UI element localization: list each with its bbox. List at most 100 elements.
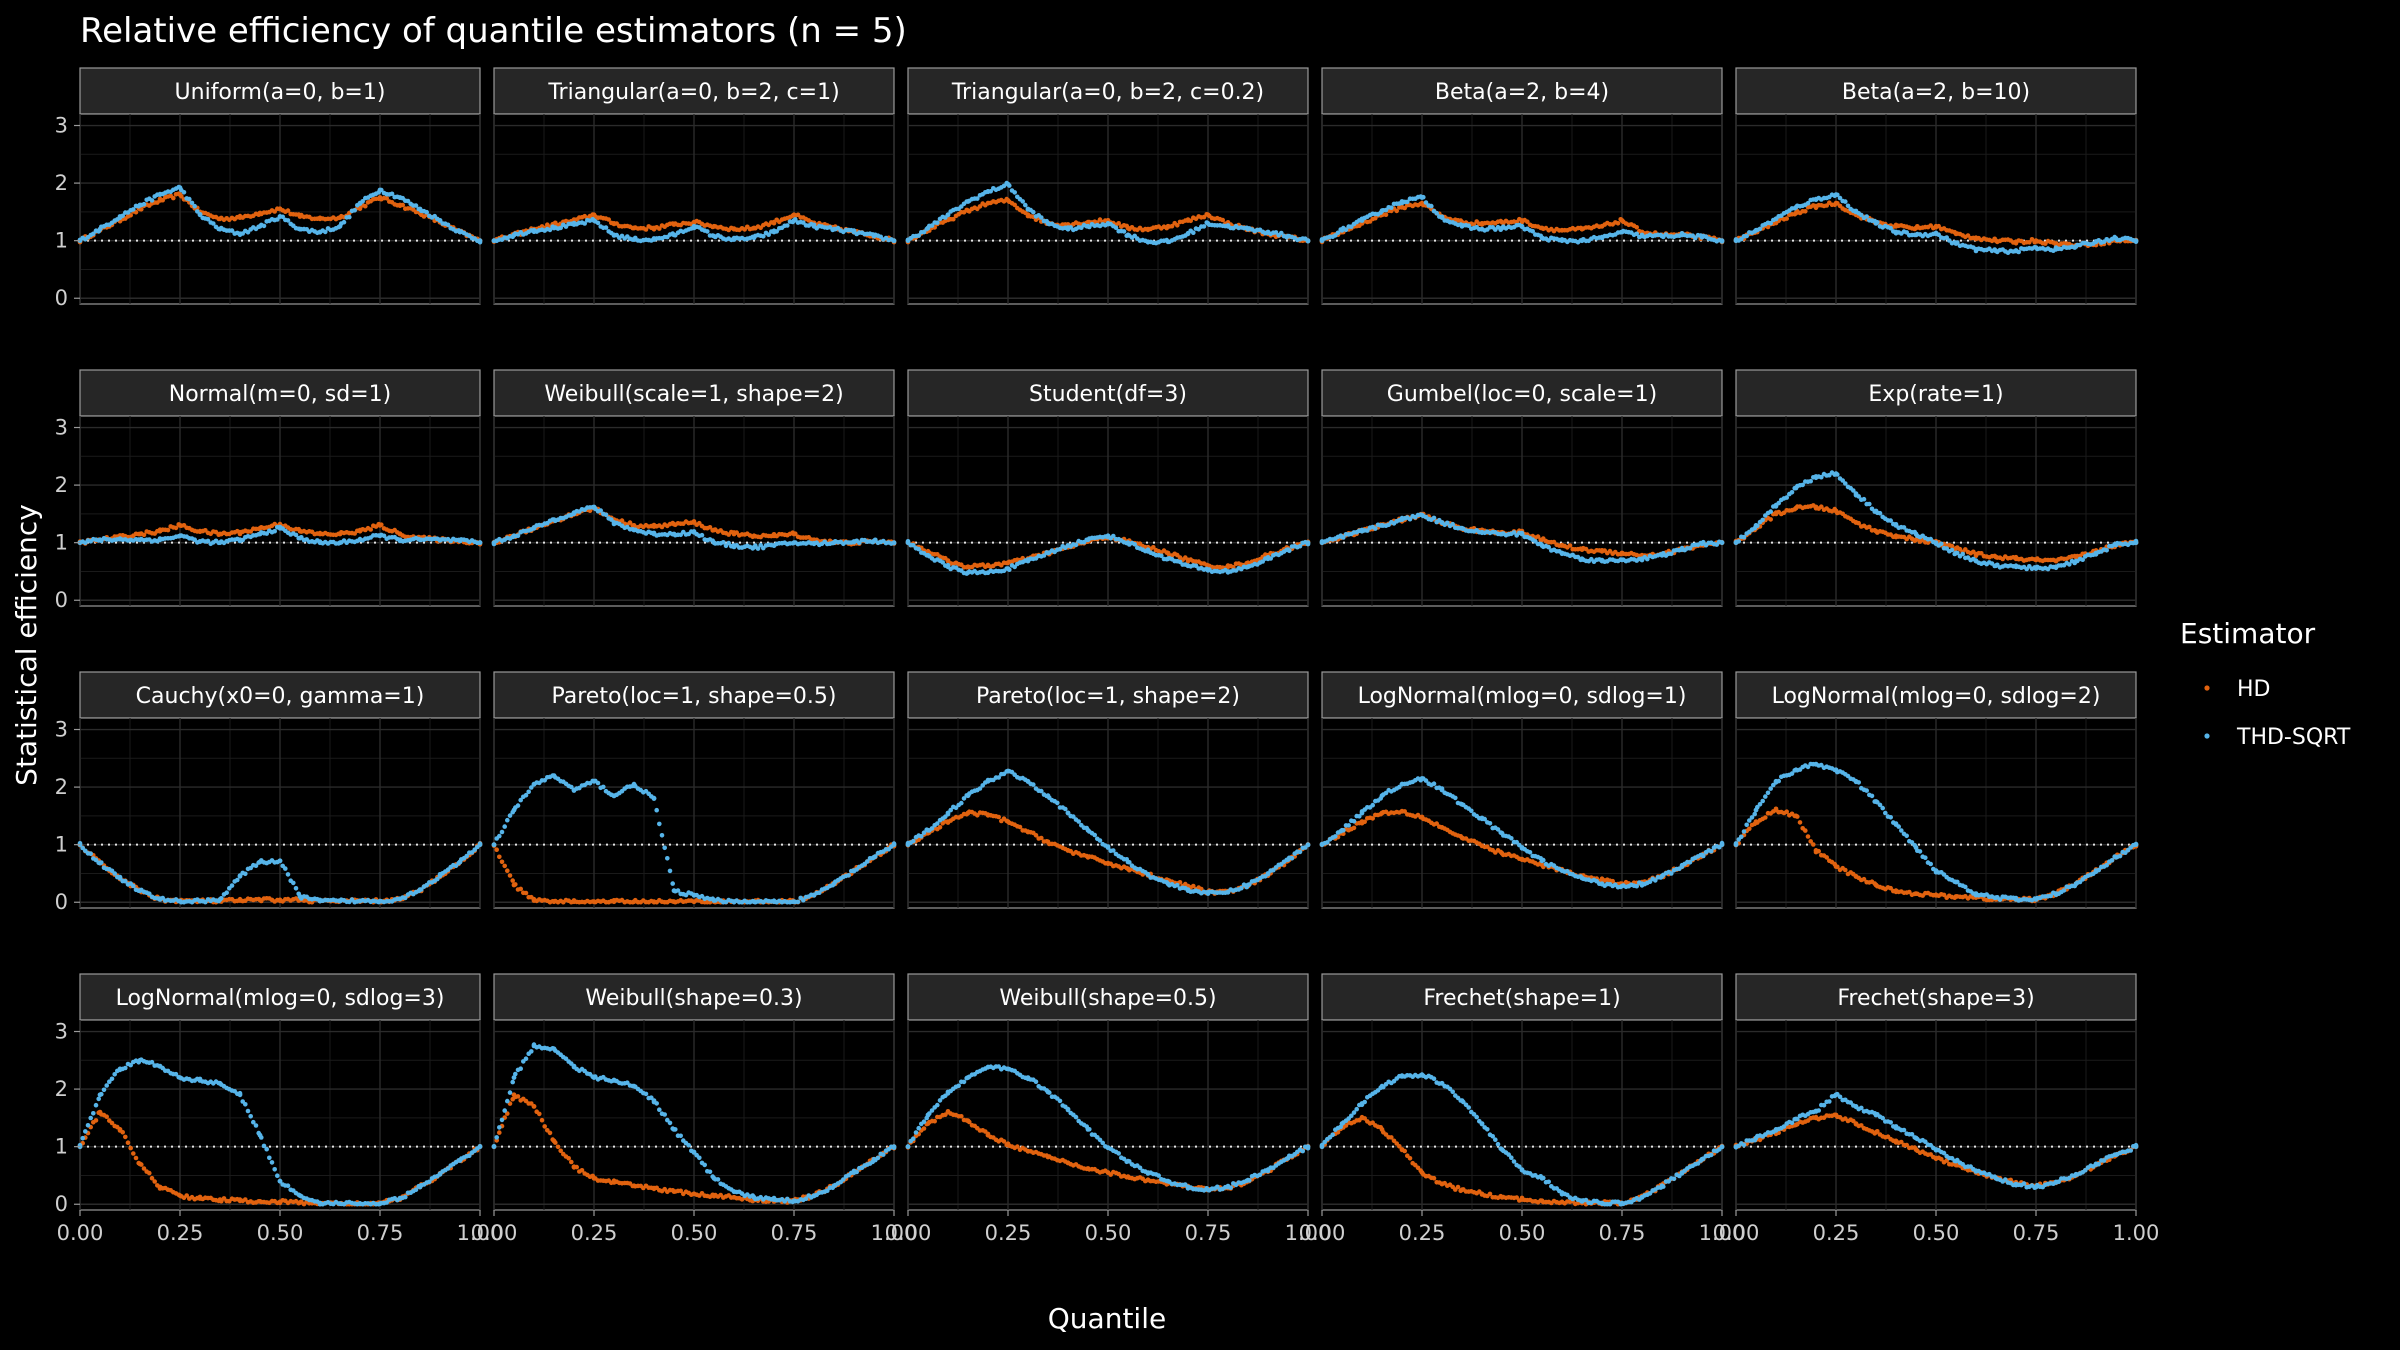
data-point (1973, 235, 1979, 241)
data-point (177, 523, 183, 528)
data-point (531, 227, 537, 233)
data-point (846, 873, 851, 878)
data-point (771, 229, 777, 235)
data-point (603, 225, 609, 230)
data-point (1092, 832, 1097, 838)
data-point (667, 868, 673, 874)
data-point (1389, 205, 1394, 210)
data-point (905, 842, 911, 848)
data-point (1479, 843, 1485, 849)
data-point (631, 523, 637, 528)
data-point (659, 833, 665, 838)
data-point (1165, 239, 1171, 245)
facet-strip-label: Beta(a=2, b=10) (1842, 80, 2030, 105)
data-point (1439, 520, 1445, 525)
data-point (1175, 223, 1180, 228)
data-point (2093, 550, 2099, 556)
data-point (511, 807, 517, 813)
data-point (1185, 563, 1191, 569)
y-tick-label: 2 (55, 171, 68, 195)
data-point (1359, 218, 1365, 223)
data-point (277, 214, 283, 219)
data-point (1145, 226, 1151, 232)
data-point (297, 535, 303, 541)
data-point (1466, 223, 1471, 228)
data-point (117, 536, 123, 542)
data-point (477, 540, 483, 546)
data-point (91, 231, 96, 237)
data-point (1619, 229, 1625, 235)
data-point (1005, 560, 1011, 566)
data-point (157, 198, 163, 203)
data-point (654, 807, 659, 813)
data-point (1853, 209, 1859, 215)
data-point (2053, 564, 2059, 570)
data-point (1793, 204, 1799, 210)
data-point (457, 538, 463, 544)
data-point (1191, 230, 1196, 235)
data-point (1165, 223, 1171, 229)
data-point (711, 898, 717, 903)
data-point (831, 540, 837, 546)
data-point (1499, 850, 1505, 856)
data-point (417, 887, 423, 892)
data-point (657, 821, 662, 827)
data-point (1679, 547, 1685, 552)
data-point (571, 510, 577, 516)
data-point (1793, 485, 1799, 491)
data-point (424, 209, 430, 215)
facet-strip-label: Triangular(a=0, b=2, c=0.2) (951, 80, 1264, 105)
data-point (1434, 210, 1439, 216)
data-point (851, 539, 857, 544)
data-point (384, 196, 390, 201)
data-point (1185, 231, 1191, 237)
facet-strip-label: Student(df=3) (1029, 382, 1187, 407)
data-point (1744, 233, 1749, 239)
data-point (445, 222, 451, 228)
data-point (297, 894, 303, 899)
data-point (571, 899, 577, 905)
data-point (631, 527, 637, 533)
data-point (1125, 225, 1131, 231)
panel-weibull-scale-1-shape-2: Weibull(scale=1, shape=2) (491, 369, 897, 607)
data-point (497, 854, 502, 860)
data-point (1419, 512, 1425, 518)
data-point (1960, 551, 1965, 557)
data-point (2029, 237, 2035, 242)
data-point (171, 195, 176, 201)
data-point (1205, 221, 1211, 226)
facet-strip-label: Exp(rate=1) (1868, 382, 2003, 407)
data-point (317, 898, 323, 904)
data-point (691, 892, 697, 898)
data-point (505, 868, 510, 873)
data-point (611, 899, 617, 905)
data-point (317, 216, 323, 222)
data-point (1859, 212, 1864, 218)
data-point (205, 538, 211, 544)
data-point (1045, 839, 1051, 845)
data-point (891, 540, 897, 546)
data-point (771, 899, 777, 905)
data-point (1399, 204, 1405, 210)
data-point (413, 203, 419, 208)
data-point (2113, 542, 2119, 548)
data-point (1719, 540, 1725, 546)
facet-strip-label: Pareto(loc=1, shape=2) (976, 684, 1240, 709)
data-point (611, 793, 617, 799)
data-point (177, 533, 183, 539)
data-point (1405, 199, 1410, 205)
data-point (905, 540, 911, 546)
data-point (197, 212, 203, 218)
data-point (1873, 528, 1879, 534)
data-point (261, 223, 267, 229)
data-point (551, 517, 557, 522)
data-point (811, 541, 817, 547)
data-point (1619, 218, 1625, 223)
y-tick-label: 0 (55, 890, 68, 914)
data-point (598, 508, 603, 513)
data-point (352, 208, 358, 213)
data-point (518, 886, 523, 892)
data-point (671, 232, 677, 238)
data-point (1913, 531, 1919, 537)
